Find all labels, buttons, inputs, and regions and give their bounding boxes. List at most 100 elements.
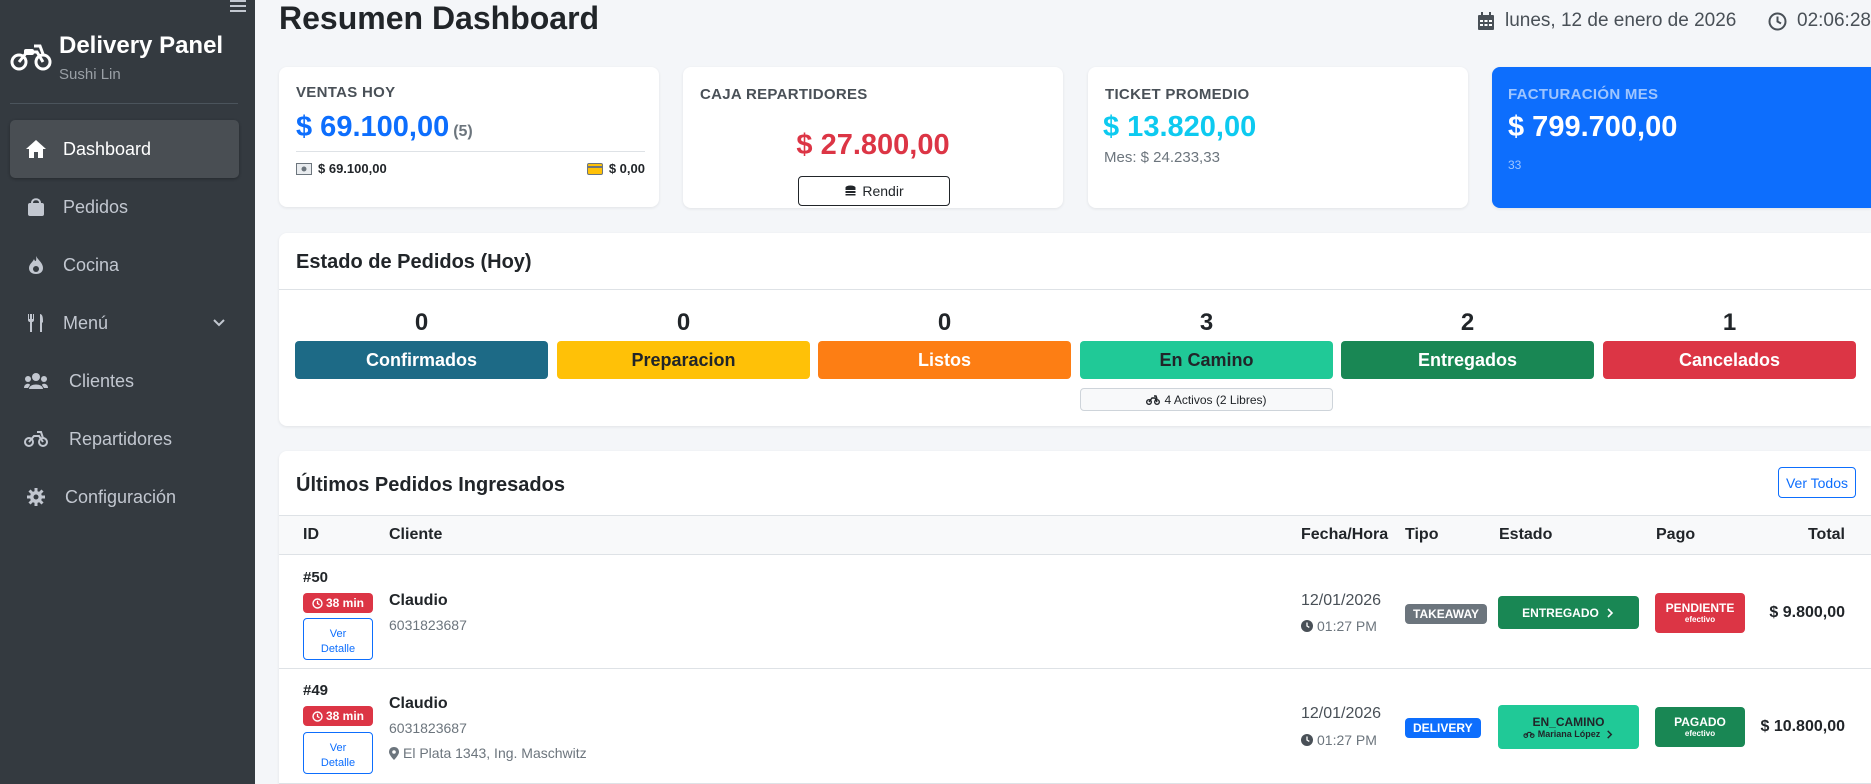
card-label: CAJA REPARTIDORES [700, 86, 868, 103]
sidebar-item-configuracion[interactable]: Configuración [10, 468, 239, 526]
elapsed-time-text: 38 min [325, 709, 364, 723]
sidebar-item-label: Clientes [69, 370, 135, 391]
motorcycle-icon [10, 44, 52, 71]
date-text: lunes, 12 de enero de 2026 [1505, 10, 1737, 31]
column-header-tipo: Tipo [1405, 526, 1439, 543]
brand: Delivery Panel Sushi Lin [10, 32, 238, 104]
order-total: $ 10.800,00 [1760, 718, 1845, 735]
ver-todos-button[interactable]: Ver Todos [1778, 467, 1856, 498]
menu-toggle-icon[interactable] [230, 0, 246, 14]
status-en-camino[interactable]: 3 En Camino [1080, 305, 1333, 379]
status-count: 2 [1460, 309, 1475, 336]
status-count: 0 [414, 309, 429, 336]
card-label: VENTAS HOY [296, 84, 396, 101]
status-preparacion[interactable]: 0 Preparacion [557, 305, 810, 379]
table-row[interactable]: #50 38 min Ver Detalle Claudio 6031823687… [279, 555, 1871, 669]
card-label: FACTURACIÓN MES [1508, 86, 1659, 103]
column-header-total: Total [1807, 526, 1845, 543]
ticket-value: $ 13.820,00 [1103, 111, 1257, 143]
status-count: 3 [1199, 309, 1214, 336]
column-header-id: ID [303, 526, 319, 543]
payment-status-text: PAGADO [1674, 715, 1726, 729]
client-name: Claudio [389, 592, 448, 609]
order-date: 12/01/2026 [1301, 592, 1382, 609]
order-status-button[interactable]: ENTREGADO [1498, 596, 1639, 629]
client-address: El Plata 1343, Ing. Maschwitz [389, 745, 587, 761]
gear-icon [24, 486, 48, 508]
status-label: Entregados [1341, 341, 1594, 379]
status-label: Cancelados [1603, 341, 1856, 379]
sidebar-item-pedidos[interactable]: Pedidos [10, 178, 239, 236]
table-row[interactable]: #49 38 min Ver Detalle Claudio 6031823687… [279, 670, 1871, 784]
ventas-card-amount: $ 0,00 [608, 161, 645, 176]
motorcycle-icon [24, 428, 48, 450]
column-header-pago: Pago [1656, 526, 1696, 543]
status-cancelados[interactable]: 1 Cancelados [1603, 305, 1856, 379]
estado-pedidos-card: Estado de Pedidos (Hoy) [279, 233, 1871, 426]
rendir-button[interactable]: Rendir [798, 176, 950, 206]
elapsed-time-text: 38 min [325, 596, 364, 610]
ver-detalle-button[interactable]: Ver Detalle [303, 732, 373, 774]
ventas-hoy-amount: $ 69.100,00 [296, 111, 450, 143]
payment-method-text: efectivo [1684, 729, 1716, 738]
sidebar-item-label: Menú [63, 312, 109, 333]
users-icon [24, 370, 48, 392]
ver-detalle-label: Ver [329, 627, 347, 640]
ver-detalle-label: Detalle [320, 756, 356, 769]
header-time: 02:06:28 [1768, 10, 1871, 32]
facturacion-mes-card: FACTURACIÓN MES $ 799.700,00 33 [1492, 67, 1871, 208]
sidebar-item-label: Pedidos [63, 196, 129, 217]
status-count: 0 [676, 309, 691, 336]
client-address-text: El Plata 1343, Ing. Maschwitz [403, 745, 587, 761]
chevron-down-icon[interactable] [211, 315, 227, 331]
clock-icon [312, 710, 323, 722]
status-label: Preparacion [557, 341, 810, 379]
divider [279, 289, 1871, 290]
payment-status-button[interactable]: PENDIENTE efectivo [1655, 593, 1745, 633]
calendar-icon [1478, 11, 1494, 30]
sidebar: Delivery Panel Sushi Lin Dashboard Pedid… [0, 0, 255, 784]
sidebar-item-repartidores[interactable]: Repartidores [10, 410, 239, 468]
cash-icon [296, 162, 312, 175]
map-marker-icon [389, 746, 399, 760]
status-listos[interactable]: 0 Listos [818, 305, 1071, 379]
sidebar-item-cocina[interactable]: Cocina [10, 236, 239, 294]
chevron-right-icon [1607, 607, 1613, 618]
sidebar-item-menu[interactable]: Menú [10, 294, 239, 352]
sidebar-item-label: Repartidores [69, 428, 173, 449]
motorcycle-icon [1146, 394, 1161, 405]
card-label: TICKET PROMEDIO [1105, 86, 1250, 103]
ver-detalle-button[interactable]: Ver Detalle [303, 618, 373, 660]
payment-status-button[interactable]: PAGADO efectivo [1655, 707, 1745, 747]
header-date: lunes, 12 de enero de 2026 [1477, 10, 1736, 32]
status-label: Confirmados [295, 341, 548, 379]
order-status-button[interactable]: EN_CAMINO Mariana López [1498, 705, 1639, 749]
sidebar-item-clientes[interactable]: Clientes [10, 352, 239, 410]
order-date: 12/01/2026 [1301, 705, 1382, 722]
clock-icon [312, 597, 323, 609]
status-confirmados[interactable]: 0 Confirmados [295, 305, 548, 379]
status-count: 0 [937, 309, 952, 336]
facturacion-sub: 33 [1508, 158, 1522, 172]
client-name: Claudio [389, 695, 448, 712]
sidebar-item-dashboard[interactable]: Dashboard [10, 120, 239, 178]
utensils-icon [24, 312, 48, 334]
sidebar-item-label: Cocina [63, 254, 120, 275]
ver-detalle-label: Ver [329, 741, 347, 754]
fire-icon [24, 254, 48, 276]
clock-icon [1301, 620, 1313, 632]
payment-status-text: PENDIENTE [1665, 601, 1735, 615]
home-icon [24, 138, 48, 160]
order-time: 01:27 PM [1301, 732, 1377, 748]
status-entregados[interactable]: 2 Entregados [1341, 305, 1594, 379]
order-time-text: 01:27 PM [1317, 732, 1377, 748]
column-header-estado: Estado [1499, 526, 1553, 543]
bag-icon [24, 196, 48, 218]
section-title: Estado de Pedidos (Hoy) [296, 251, 532, 273]
ventas-card: $ 0,00 [586, 161, 645, 176]
ticket-sub: Mes: $ 24.233,33 [1104, 149, 1220, 166]
section-title: Últimos Pedidos Ingresados [296, 474, 565, 496]
order-type-badge: DELIVERY [1405, 718, 1481, 738]
client-phone: 6031823687 [389, 720, 467, 736]
